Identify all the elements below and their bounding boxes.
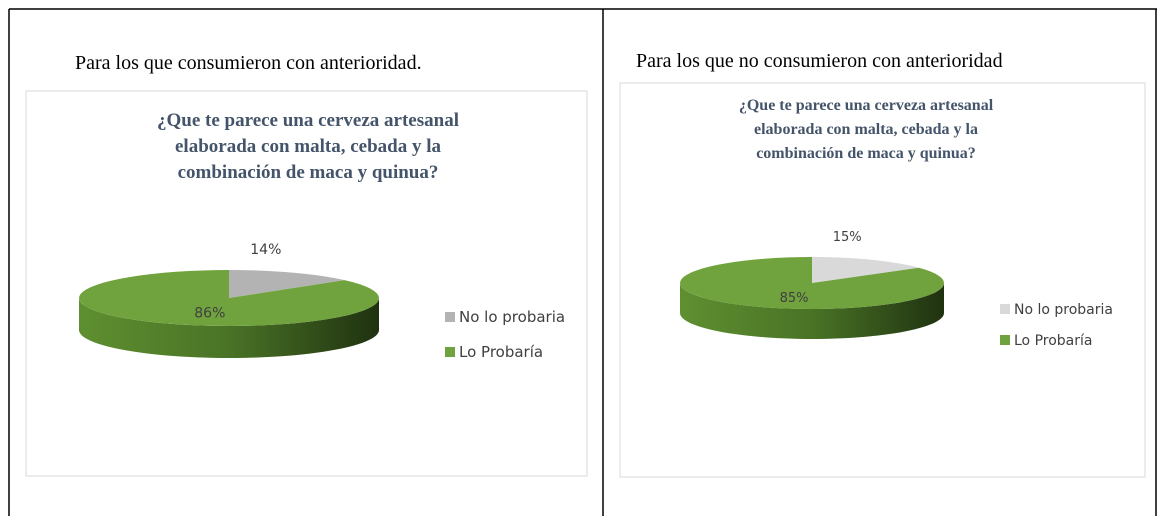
chart-title: ¿Que te parece una cerveza artesanal xyxy=(739,97,994,114)
pie-slice xyxy=(680,257,944,309)
legend-swatch xyxy=(445,347,455,357)
pie-side xyxy=(79,298,379,358)
pie-slice xyxy=(812,257,919,283)
chart-title: elaborada con malta, cebada y la xyxy=(175,136,441,157)
table-borders xyxy=(8,8,1157,516)
legend-swatch xyxy=(445,312,455,322)
data-label: 86% xyxy=(194,306,225,322)
chart-title: combinación de maca y quinua? xyxy=(756,145,976,162)
data-label: 15% xyxy=(833,230,862,245)
caption: Para los que no consumieron con anterior… xyxy=(636,50,1003,72)
caption: Para los que consumieron con anteriorida… xyxy=(75,52,422,74)
legend-swatch xyxy=(1000,304,1010,314)
legend-swatch xyxy=(1000,335,1010,345)
chart-title: ¿Que te parece una cerveza artesanal xyxy=(157,110,459,131)
chart-title: elaborada con malta, cebada y la xyxy=(754,121,978,138)
legend-label: Lo Probaría xyxy=(459,343,543,361)
legend-label: No lo probaria xyxy=(459,308,565,326)
legend-label: Lo Probaría xyxy=(1014,333,1092,349)
data-label: 14% xyxy=(250,242,281,258)
pie-side xyxy=(680,283,944,339)
pie-slice xyxy=(79,270,379,326)
pie-slice xyxy=(229,270,345,298)
legend-label: No lo probaria xyxy=(1014,302,1113,318)
data-label: 85% xyxy=(780,291,809,306)
chart-title: combinación de maca y quinua? xyxy=(178,162,439,183)
